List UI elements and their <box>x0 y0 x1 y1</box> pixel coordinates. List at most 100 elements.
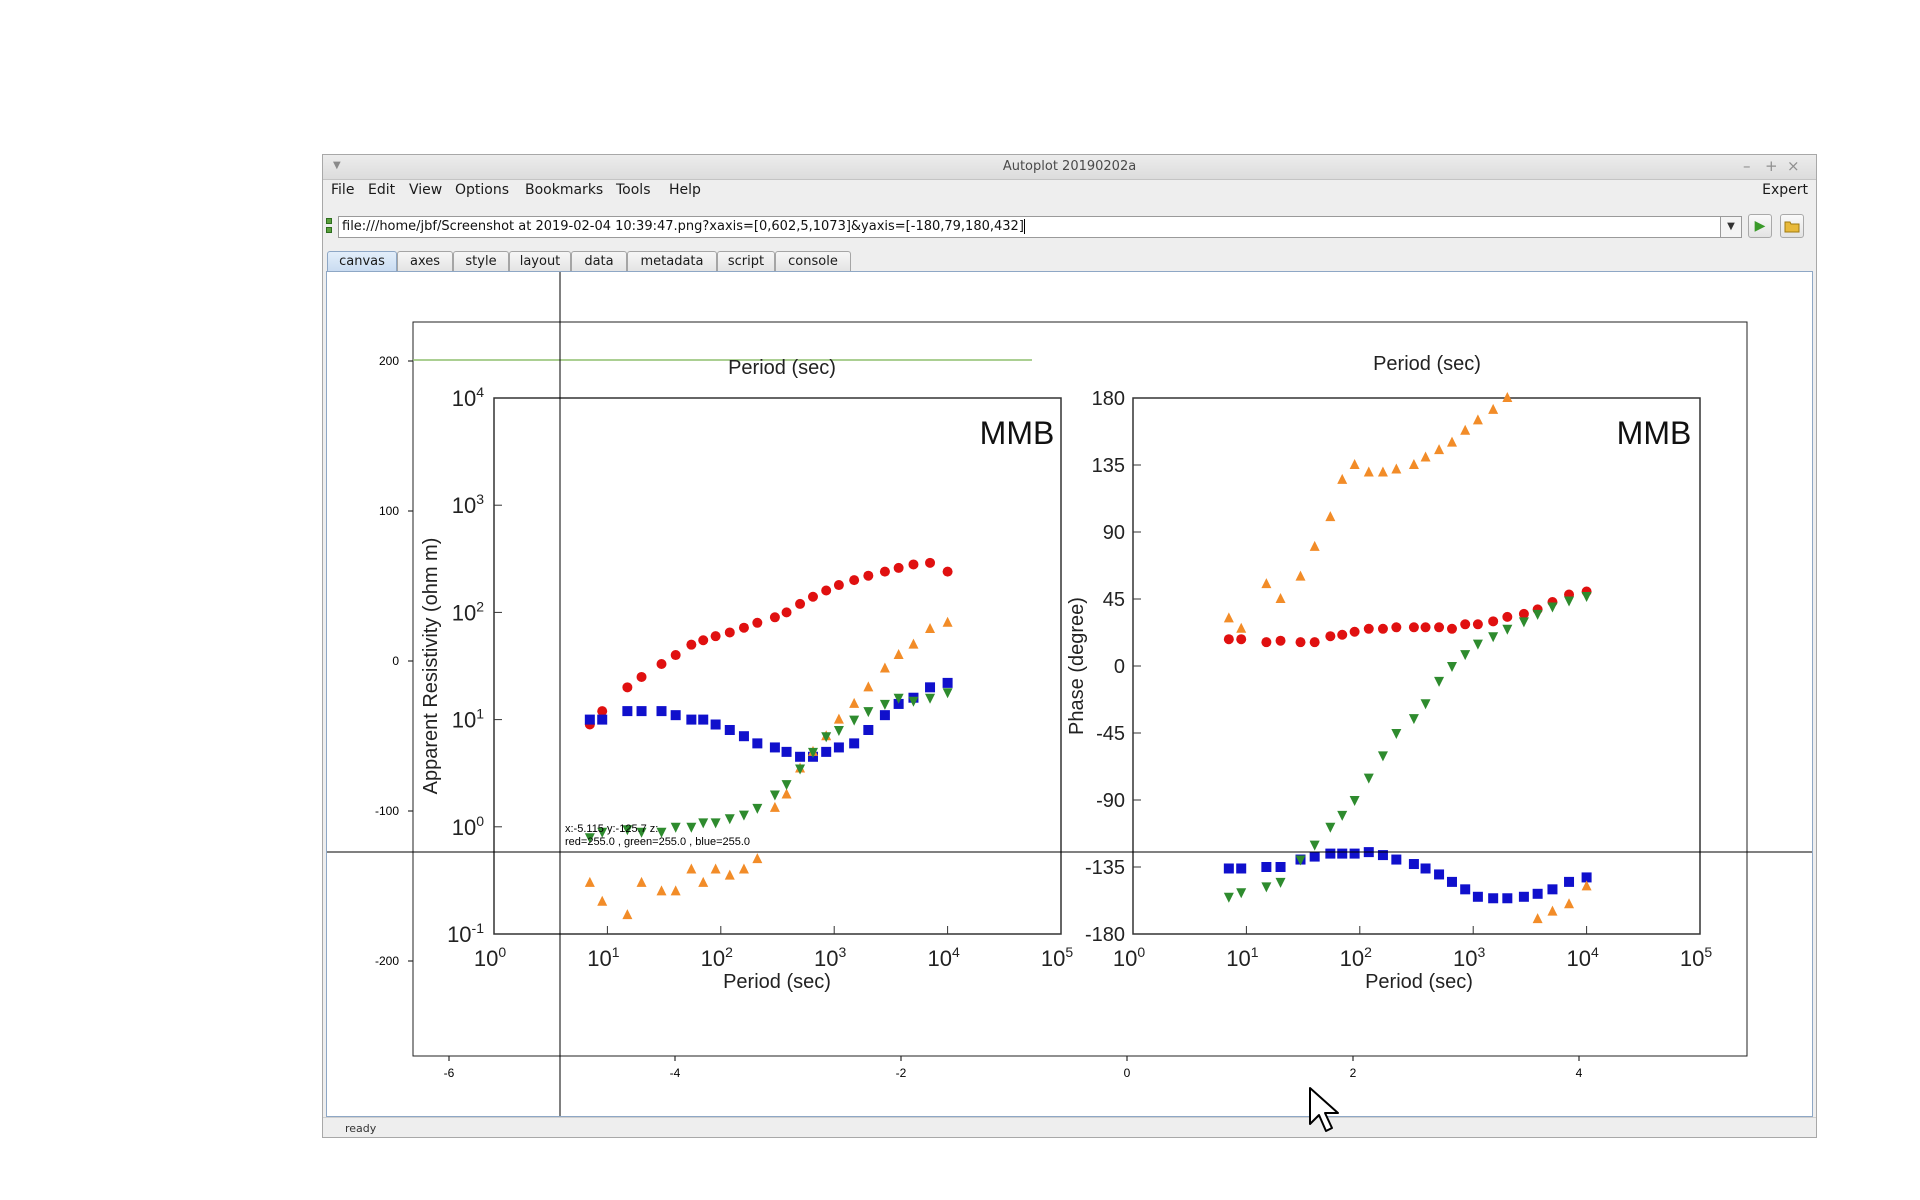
red-circle-marker <box>710 631 721 642</box>
green-triangle-marker <box>1377 751 1388 762</box>
blue-square-marker <box>724 724 735 735</box>
panel2-y-ticks: 180 135 90 45 0 -45 -90 -135 -180 <box>1085 388 1141 946</box>
red-circle-marker <box>863 570 874 581</box>
orange-triangle-marker <box>686 863 697 874</box>
url-input[interactable]: file:///home/jbf/Screenshot at 2019-02-0… <box>338 216 1721 238</box>
tab-script[interactable]: script <box>717 251 775 271</box>
blue-square-marker <box>622 706 633 717</box>
blue-square-marker <box>710 719 721 730</box>
menu-tools[interactable]: Tools <box>616 182 651 198</box>
close-button[interactable]: × <box>1787 157 1800 175</box>
orange-triangle-marker <box>863 681 874 692</box>
orange-triangle-marker <box>1446 436 1457 447</box>
menu-view[interactable]: View <box>409 182 443 198</box>
blue-square-marker <box>597 714 608 725</box>
tab-layout[interactable]: layout <box>509 251 571 271</box>
green-triangle-marker <box>1581 592 1592 603</box>
x-tick-label: 0 <box>1124 1066 1131 1080</box>
blue-square-marker <box>738 731 749 742</box>
menu-bookmarks[interactable]: Bookmarks <box>525 182 604 198</box>
green-triangle-marker <box>597 827 608 838</box>
orange-triangle-marker <box>1309 540 1320 551</box>
resistivity-markers <box>584 557 953 920</box>
green-triangle-marker <box>686 822 697 833</box>
minimize-button[interactable]: – <box>1743 157 1751 175</box>
blue-square-marker <box>1488 893 1499 904</box>
maximize-button[interactable]: + <box>1765 157 1778 175</box>
green-triangle-marker <box>863 707 874 718</box>
outer-ticks <box>408 360 1580 1061</box>
y-tick-label: -45 <box>1096 723 1125 745</box>
red-circle-marker <box>1325 631 1336 642</box>
red-circle-marker <box>1502 611 1513 622</box>
panel2-ylabel: Phase (degree) <box>1066 597 1088 735</box>
y-tick-label: 180 <box>1092 388 1125 410</box>
green-triangle-marker <box>1261 882 1272 893</box>
orange-triangle-marker <box>1502 392 1513 402</box>
y-tick-label: 90 <box>1103 522 1125 544</box>
red-circle-marker <box>893 562 904 573</box>
orange-triangle-marker <box>769 801 780 812</box>
orange-triangle-marker <box>893 649 904 660</box>
tab-canvas[interactable]: canvas <box>327 251 397 271</box>
blue-square-marker <box>769 742 780 753</box>
window-menu-icon[interactable]: ▼ <box>333 160 341 171</box>
text-caret <box>1023 219 1025 234</box>
orange-triangle-marker <box>738 863 749 874</box>
blue-square-marker <box>1472 891 1483 902</box>
image-layer: Period (sec) Period (sec) MMB Apparent R… <box>412 321 1748 1057</box>
green-triangle-marker <box>622 825 633 836</box>
tab-style[interactable]: style <box>453 251 509 271</box>
green-triangle-marker <box>769 790 780 801</box>
x-tick-label: -4 <box>670 1066 681 1080</box>
orange-triangle-marker <box>698 876 709 887</box>
green-triangle-marker <box>1223 892 1234 903</box>
blue-square-marker <box>1502 893 1513 904</box>
orange-triangle-marker <box>1420 451 1431 462</box>
orange-triangle-marker <box>1236 622 1247 633</box>
data-set-grip-icon[interactable] <box>326 218 333 236</box>
tab-data[interactable]: data <box>571 251 627 271</box>
red-circle-marker <box>1518 608 1529 619</box>
red-circle-marker <box>807 591 818 602</box>
panel2-station: MMB <box>1617 415 1692 451</box>
green-triangle-marker <box>925 693 936 704</box>
orange-triangle-marker <box>710 863 721 874</box>
x-tick-label: 100 <box>474 944 506 971</box>
green-triangle-marker <box>908 696 919 707</box>
crosshair-readout-xy: x:-5.115 y:-125.7 z: <box>565 823 658 835</box>
blue-square-marker <box>833 742 844 753</box>
expert-menu[interactable]: Expert <box>1762 182 1808 198</box>
panel1-station: MMB <box>980 415 1055 451</box>
orange-triangle-marker <box>942 616 953 627</box>
orange-triangle-marker <box>622 909 633 920</box>
green-triangle-marker <box>1547 602 1558 613</box>
menu-options[interactable]: Options <box>455 182 510 198</box>
menu-file[interactable]: File <box>331 182 355 198</box>
orange-triangle-marker <box>584 876 595 887</box>
plot-canvas[interactable]: -6 -4 -2 0 2 4 200 100 0 -100 -200 Perio… <box>326 271 1813 1117</box>
y-tick-label: 0 <box>1114 656 1125 678</box>
orange-triangle-marker <box>1434 444 1445 455</box>
orange-triangle-marker <box>781 788 792 799</box>
folder-icon[interactable] <box>1780 214 1804 238</box>
chevron-down-icon[interactable]: ▼ <box>1720 216 1742 238</box>
tab-axes[interactable]: axes <box>397 251 453 271</box>
blue-square-marker <box>1434 869 1445 880</box>
red-circle-marker <box>1377 623 1388 634</box>
x-tick-label: 100 <box>1113 944 1145 971</box>
green-triangle-marker <box>942 688 953 699</box>
y-tick-label: 200 <box>379 354 399 368</box>
menu-edit[interactable]: Edit <box>368 182 396 198</box>
blue-square-marker <box>686 714 697 725</box>
green-triangle-marker <box>1564 596 1575 607</box>
menu-help[interactable]: Help <box>669 182 701 198</box>
y-tick-label: -100 <box>375 804 399 818</box>
tab-metadata[interactable]: metadata <box>627 251 717 271</box>
orange-triangle-marker <box>1460 424 1471 435</box>
play-icon[interactable]: ▶ <box>1748 214 1772 238</box>
x-tick-label: 4 <box>1576 1066 1583 1080</box>
red-circle-marker <box>1420 622 1431 633</box>
blue-square-marker <box>1349 848 1360 859</box>
tab-console[interactable]: console <box>775 251 851 271</box>
